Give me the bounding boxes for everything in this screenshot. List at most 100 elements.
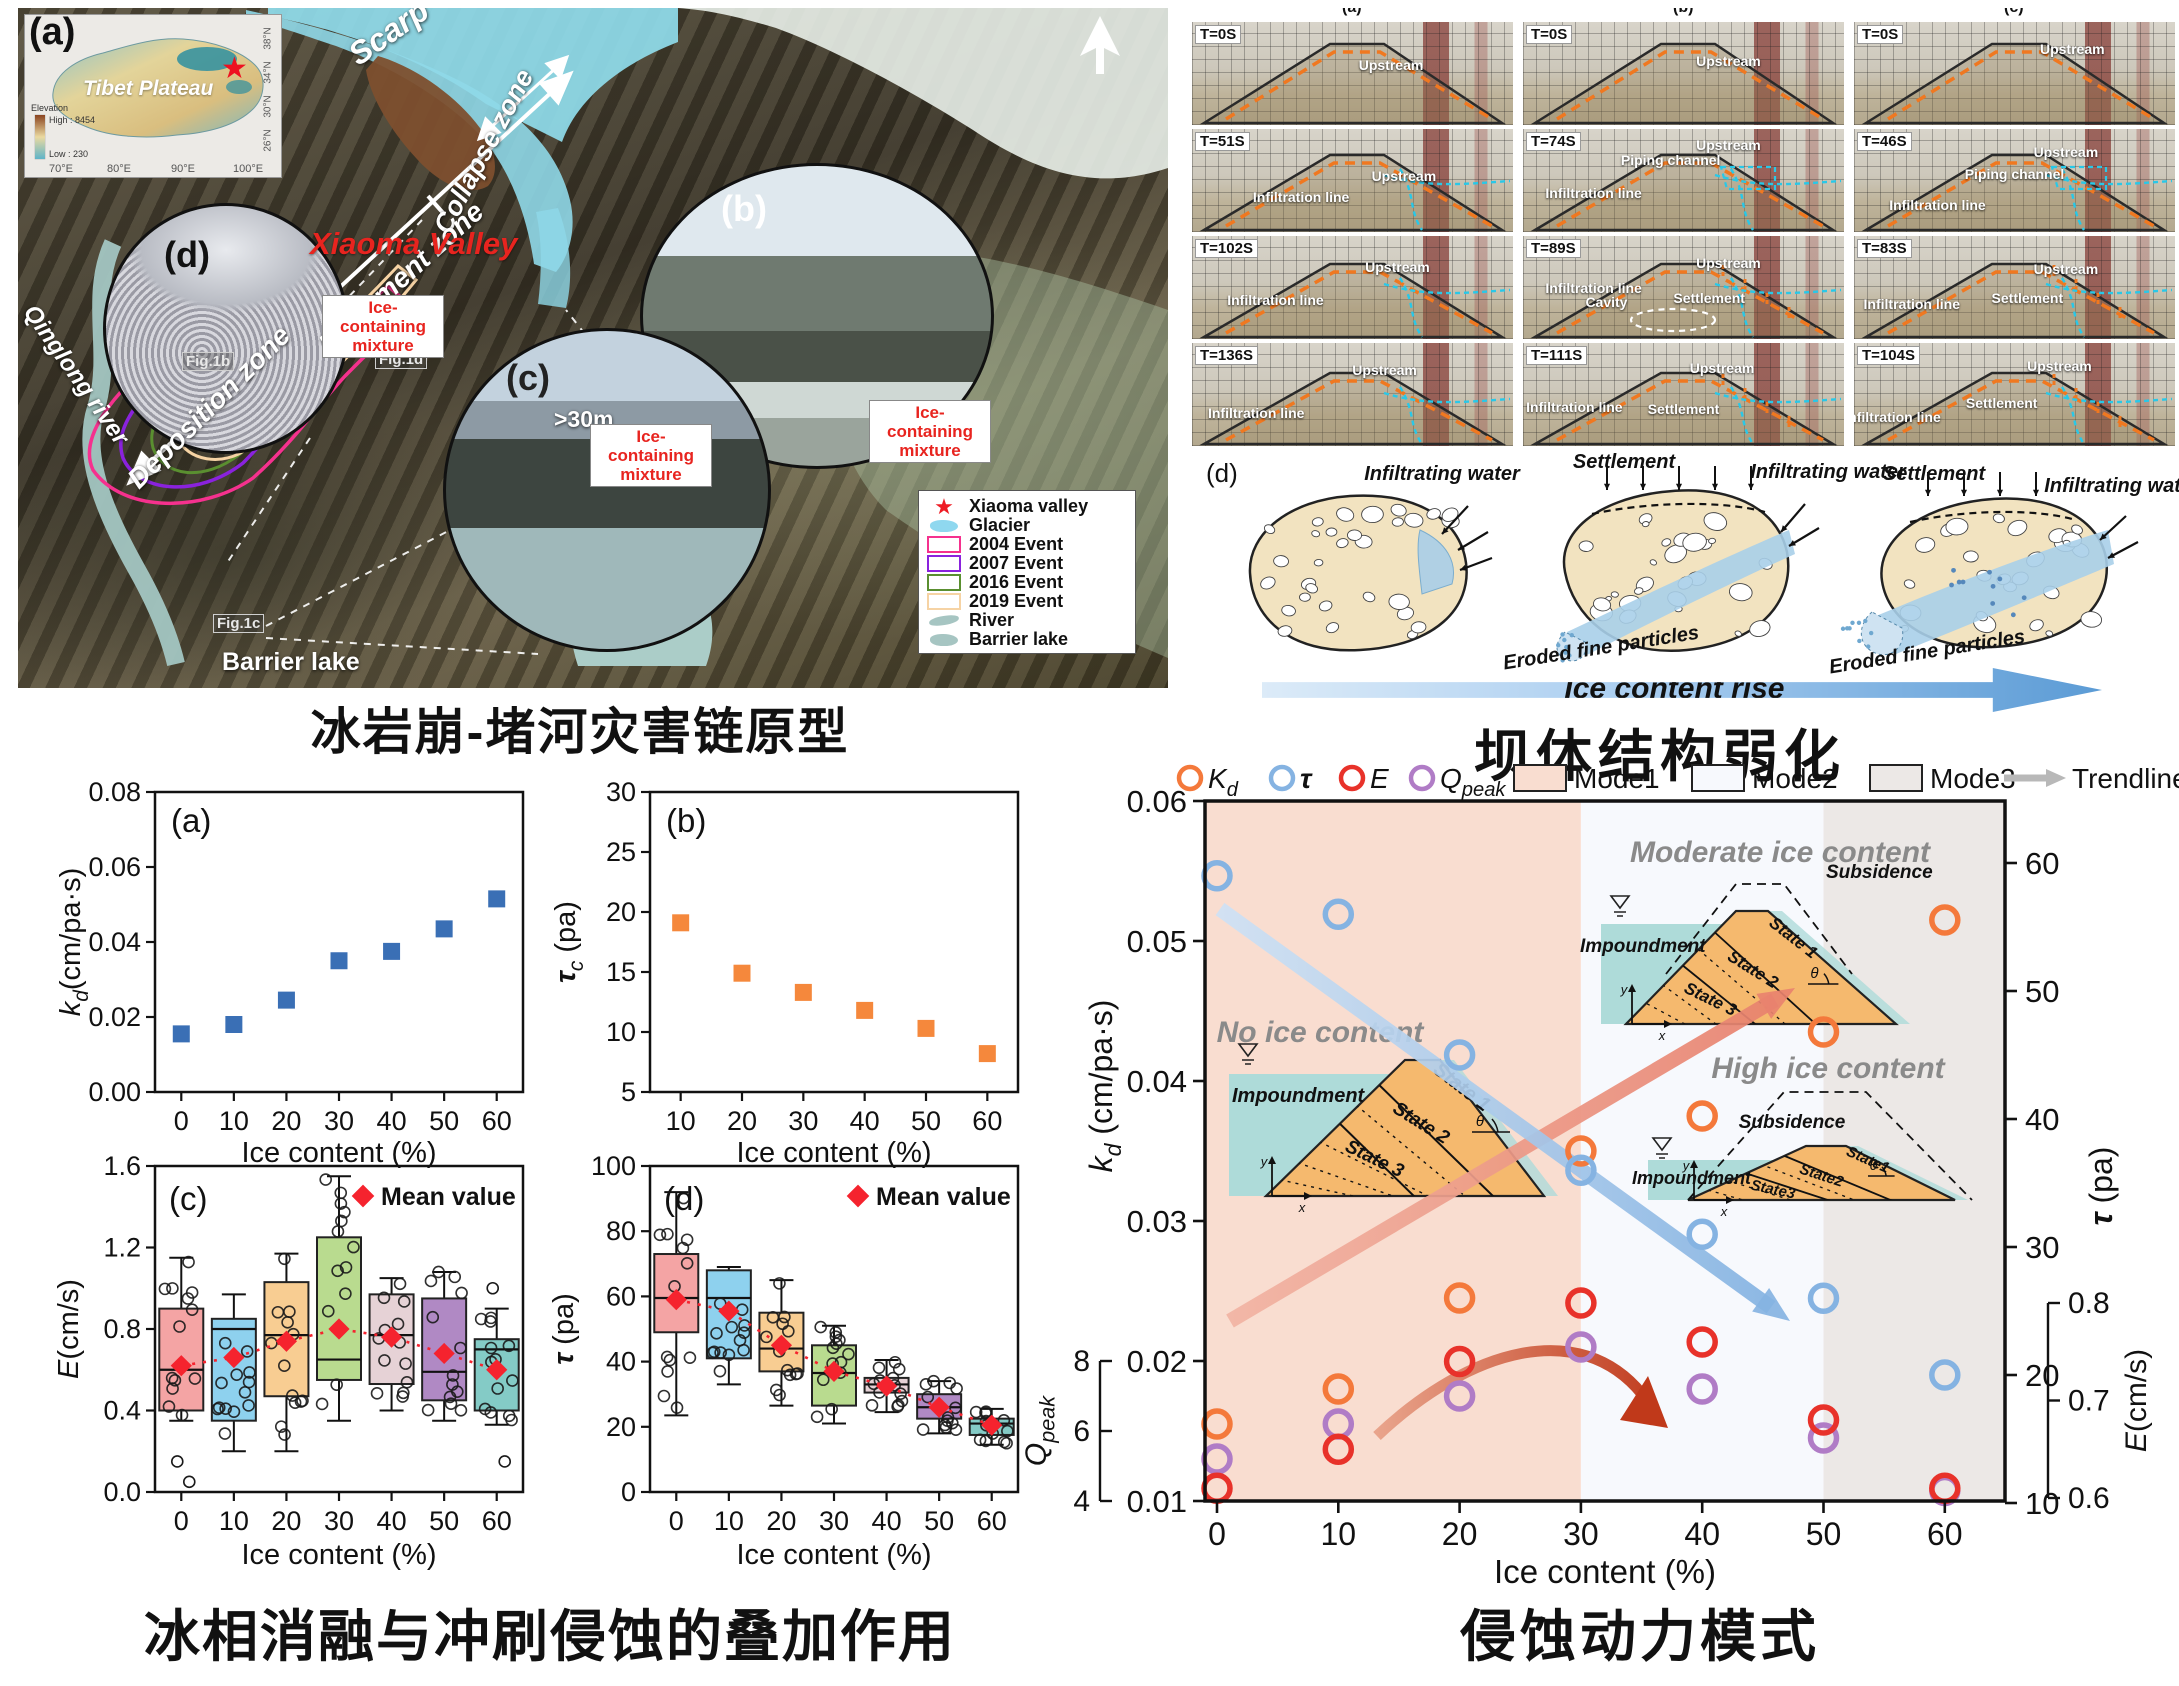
- time-label: T=136S: [1195, 346, 1258, 365]
- time-label: T=46S: [1857, 132, 1912, 151]
- lon-label: 100°E: [233, 163, 264, 175]
- text-label: Mode1: [1574, 763, 1660, 794]
- data-point-kd: [1929, 904, 1961, 936]
- legend-item-label: 2004 Event: [969, 534, 1064, 554]
- column-label: (c): [2004, 8, 2024, 17]
- axis-label: τc (pa): [550, 901, 588, 983]
- experiment-photo: T=0S Upstream: [1192, 22, 1513, 125]
- data-point-q: [1565, 1331, 1597, 1363]
- text-label: 30: [1563, 1516, 1599, 1552]
- snow-mountain-shape: [678, 8, 1168, 179]
- soil-blob: [1248, 494, 1493, 652]
- glacier-shape: [268, 8, 678, 142]
- lat-label: 30°N: [262, 95, 274, 118]
- text-label: 60: [977, 1506, 1007, 1536]
- text-label: 0.7: [2068, 1385, 2110, 1418]
- axis-label: Kd: [1208, 763, 1239, 801]
- text-label: (a): [171, 802, 211, 839]
- text-label: Subsidence: [1826, 862, 1933, 883]
- text-label: θ: [1476, 1113, 1484, 1130]
- photo-inset-b-label: (b): [721, 188, 767, 229]
- text-label: 40: [1684, 1516, 1720, 1552]
- experiment-photo: T=51S Upstream Infiltration line: [1192, 129, 1513, 232]
- text-label: 8: [1073, 1345, 1090, 1378]
- ice-content-schematic: (d) Infiltrating water Settlement Infiltrat…: [1192, 451, 2179, 714]
- text-label: 40: [377, 1106, 407, 1136]
- annotation-label: Settlement: [1965, 394, 2038, 411]
- text-label: 50: [429, 1106, 459, 1136]
- text-label: 0.4: [103, 1396, 141, 1426]
- text-label: 10: [1321, 1516, 1357, 1552]
- text-label: (c): [169, 1180, 207, 1217]
- text-label: Mode2: [1752, 763, 1838, 794]
- data-point-q: [1807, 1422, 1840, 1454]
- lat-label: 38°N: [262, 27, 274, 50]
- ice-mixture-label-c: Ice-containing mixture: [590, 424, 712, 487]
- experiment-photo: T=104S Upstream Infiltration line Settlemen…: [1854, 343, 2175, 446]
- star-icon: ★: [221, 52, 248, 85]
- text-label: 20: [606, 1412, 636, 1442]
- experiment-photo: T=0S Upstream: [1523, 22, 1844, 125]
- annotation-label: Infiltration line: [1545, 279, 1642, 296]
- data-point-q: [1443, 1380, 1476, 1412]
- experiment-photo-grid: (a) (b) (c) T=0S Upstream T=0S Upstream T=0S Ups…: [1192, 8, 2179, 450]
- data-point-kd: [1807, 1016, 1840, 1048]
- xiaoma-valley-label: Xiaoma Valley: [310, 226, 518, 261]
- time-label: T=83S: [1857, 239, 1912, 258]
- axis-label: kd (cm/pa·s): [1083, 1000, 1126, 1173]
- lon-label: 90°E: [171, 163, 195, 175]
- data-point-e: [1322, 1433, 1355, 1465]
- legend-item-xiaoma-valley: ★ Xiaoma valley: [927, 493, 1127, 519]
- ice-mixture-label-b: Ice-containing mixture: [869, 400, 991, 463]
- barrier-lake-label: Barrier lake: [222, 648, 360, 676]
- text-label: 0: [174, 1106, 189, 1136]
- text-label: 10: [2025, 1486, 2059, 1521]
- time-label: T=111S: [1526, 346, 1588, 365]
- map-panel: (a) Tibet Plateau Elevation High : 8454 …: [18, 8, 1168, 688]
- text-label: Trendline: [2072, 763, 2179, 794]
- chart-e-box: 0.0 0.4 0.8 1.2 1.6 0 10 20 30 40 50 60 Ice content …: [50, 1151, 535, 1577]
- text-label: 0.06: [1127, 784, 1187, 819]
- data-point-kd: [1686, 1100, 1718, 1132]
- ice-content-rise-arrow: Ice content rise: [1262, 668, 2102, 712]
- text-label: 0: [174, 1506, 189, 1536]
- text-label: 50: [1806, 1516, 1842, 1552]
- axis-label: E: [1370, 763, 1389, 794]
- text-label: 0: [621, 1477, 636, 1507]
- axis-label: E(cm/s): [2120, 1349, 2153, 1452]
- text-label: x: [1720, 1204, 1728, 1219]
- glacier-band-shape: [536, 208, 571, 308]
- legend-item-label: 2019 Event: [969, 591, 1064, 611]
- time-label: T=102S: [1195, 239, 1258, 258]
- text-label: x: [1298, 1200, 1306, 1215]
- lat-label: 26°N: [262, 129, 274, 152]
- text-label: Ice content (%): [241, 1137, 436, 1169]
- text-label: 60: [2025, 846, 2059, 881]
- glacier-tongue-shape: [246, 10, 573, 272]
- legend-item-2016-event: 2016 Event: [927, 572, 1127, 592]
- ice-mixture-label-d: Ice-containing mixture: [322, 295, 444, 358]
- annotation-label: Infiltration line: [1227, 291, 1324, 308]
- text-label: 30: [788, 1106, 818, 1136]
- text-label: Subsidence: [1739, 1112, 1846, 1133]
- data-point-e: [1443, 1345, 1476, 1378]
- text-label: 1.2: [103, 1233, 141, 1263]
- fig1b-tag: Fig.1b: [182, 352, 235, 371]
- text-label: x: [1658, 1028, 1666, 1043]
- text-label: Impoundment: [1232, 1085, 1366, 1107]
- time-label: T=74S: [1526, 132, 1581, 151]
- text-label: θ: [1870, 1157, 1878, 1174]
- photo-inset-c-label: (c): [506, 357, 550, 398]
- text-label: Mode3: [1930, 763, 2016, 794]
- text-label: 6: [1073, 1415, 1090, 1448]
- text-label: 20: [2025, 1358, 2059, 1393]
- star-icon: ★: [934, 493, 954, 519]
- rect-icon: [927, 574, 961, 591]
- rect-icon: [927, 593, 961, 610]
- text-label: 10: [219, 1506, 249, 1536]
- text-label: 0.04: [88, 927, 141, 957]
- annotation-label: Upstream: [1365, 258, 1430, 275]
- time-label: T=51S: [1195, 132, 1250, 151]
